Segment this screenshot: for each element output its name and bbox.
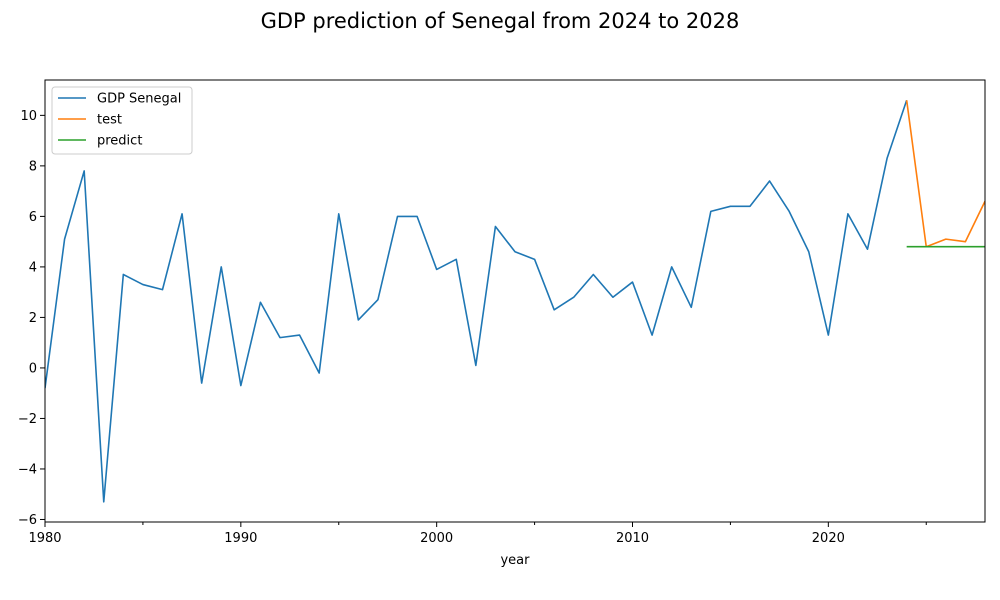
legend: GDP Senegal test predict [51, 86, 193, 155]
x-tick-label: 2010 [616, 531, 649, 546]
y-tick-label: 6 [29, 210, 37, 225]
legend-label: test [97, 113, 122, 128]
x-tick-label: 1990 [224, 531, 257, 546]
y-tick-label: −2 [18, 412, 37, 427]
y-tick-label: 8 [29, 159, 37, 174]
series-line-gdp-senegal [45, 99, 908, 503]
y-tick-label: −4 [18, 462, 37, 477]
x-tick-label: 2000 [420, 531, 453, 546]
x-tick-label: 2020 [812, 531, 845, 546]
x-tick-label: 1980 [28, 531, 61, 546]
x-axis-label: year [500, 553, 530, 568]
y-tick-label: 4 [29, 260, 37, 275]
y-tick-label: 0 [29, 361, 37, 376]
y-tick-label: −6 [18, 513, 37, 528]
chart-title: GDP prediction of Senegal from 2024 to 2… [261, 9, 740, 33]
y-tick-label: 10 [20, 109, 37, 124]
plot-frame [44, 79, 986, 523]
legend-box [51, 86, 193, 155]
legend-label: GDP Senegal [97, 92, 181, 107]
series-line-test [905, 100, 985, 248]
y-axis: −6 −4 −2 0 2 4 6 8 10 [18, 109, 45, 528]
y-tick-label: 2 [29, 311, 37, 326]
series-lines [45, 99, 985, 503]
legend-label: predict [97, 134, 142, 149]
x-axis: 1980 1990 2000 2010 2020 [28, 522, 927, 546]
